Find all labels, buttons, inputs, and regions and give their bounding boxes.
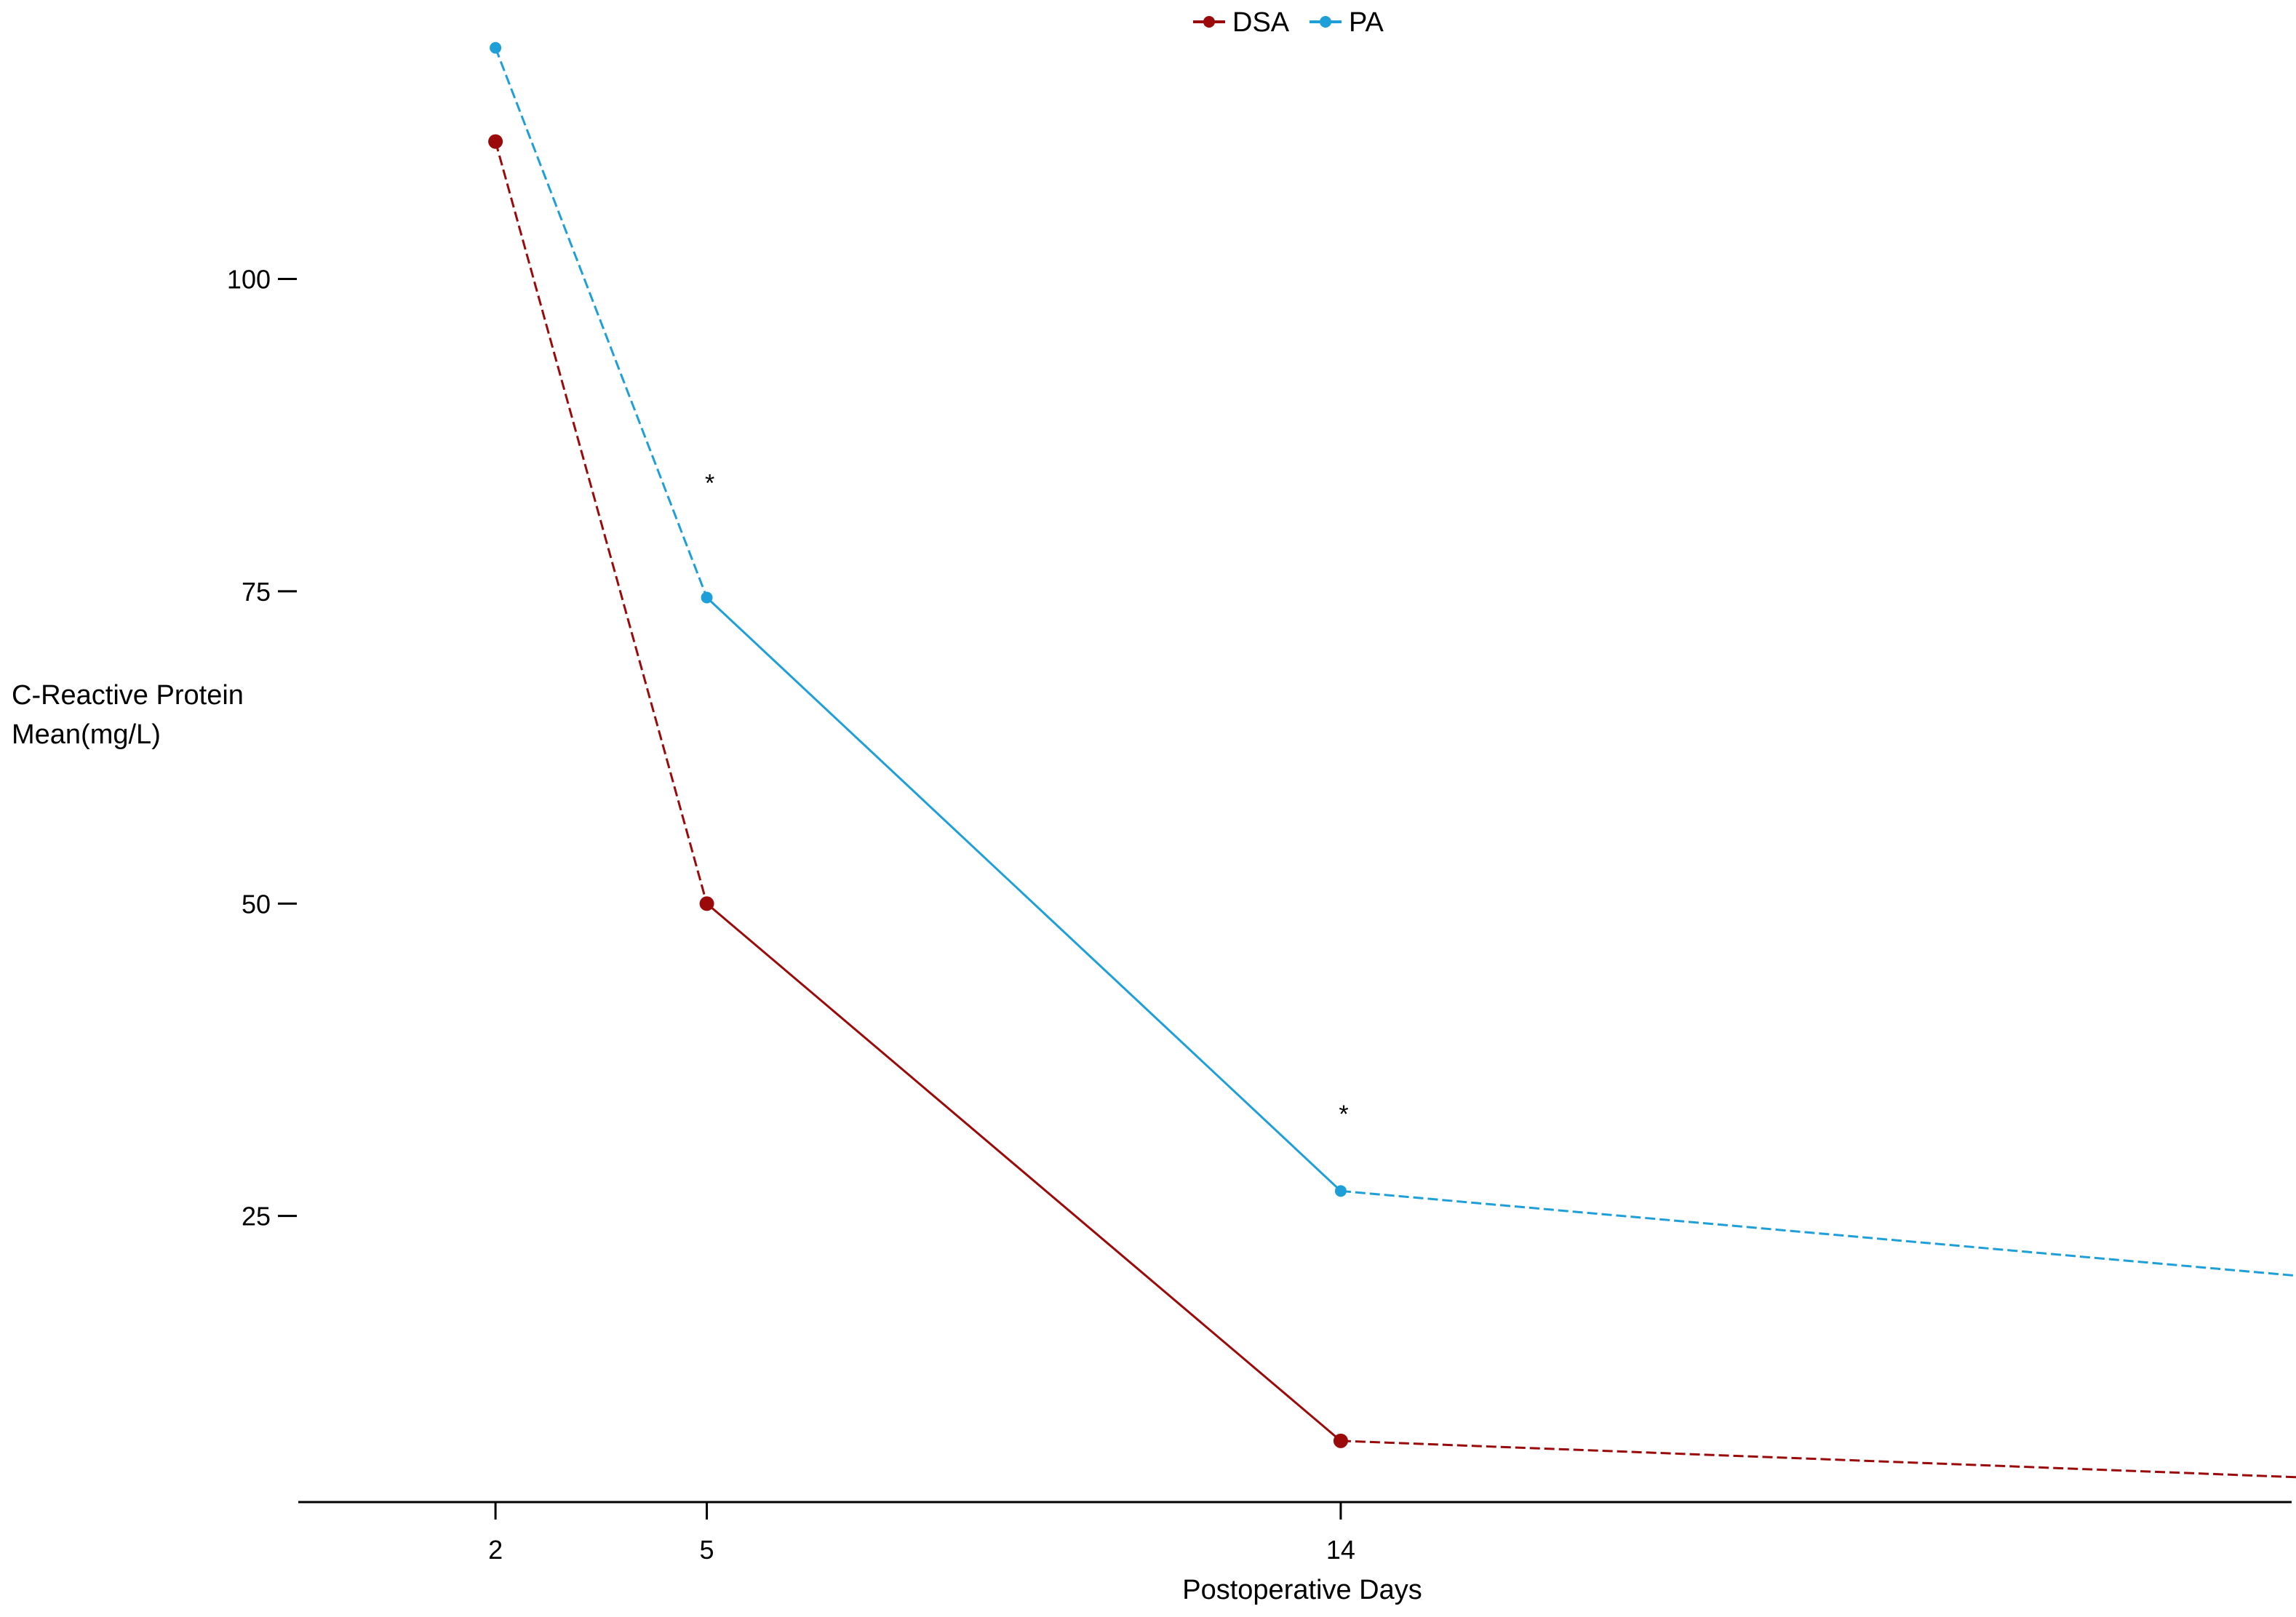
y-tick-label: 75 [242,577,271,607]
significance-marker: * [1339,1101,1348,1128]
annotations-layer: *** [705,469,1349,1128]
series-pa-point [490,41,502,54]
series-dsa-point [1333,1433,1348,1448]
series-dsa-point [488,134,503,149]
series-pa-segment [1340,1189,2296,1277]
legend-item-pa: PA [1310,7,1384,38]
series-dsa-segment [706,903,1342,1442]
y-axis-title-line-1: C-Reactive Protein [12,680,244,711]
series-dsa-point [699,896,714,911]
y-tick-label: 50 [242,889,271,919]
significance-marker: * [705,469,714,497]
legend-swatch-marker [1203,16,1215,28]
y-tick-label: 100 [227,265,271,295]
y-axis-title-line-2: Mean(mg/L) [12,719,161,750]
y-tick-label: 25 [242,1202,271,1231]
legend-label: DSA [1232,7,1290,38]
legend: DSA PA [1193,7,1384,38]
series-pa-point [701,591,713,604]
series-pa-segment [706,596,1342,1192]
x-tick-label: 5 [700,1535,714,1565]
legend-item-dsa: DSA [1193,7,1290,38]
series-pa-point [1334,1185,1347,1197]
y-axis-title: C-Reactive Protein Mean(mg/L) [12,680,251,750]
legend-swatch-marker [1320,16,1331,28]
series-pa-segment [494,47,708,599]
series-dsa [488,134,2296,1479]
legend-label: PA [1349,7,1384,38]
x-tick-label: 14 [1326,1535,1355,1565]
x-axis-title: Postoperative Days [1182,1575,1422,1605]
y-axis: 25 50 75 100 [227,265,297,1231]
series-layer [488,41,2296,1479]
series-dsa-segment [1340,1440,2296,1479]
x-tick-label: 2 [488,1535,503,1565]
series-pa [490,41,2296,1277]
x-axis: 251428 [298,1501,2292,1565]
series-dsa-segment [494,141,709,904]
